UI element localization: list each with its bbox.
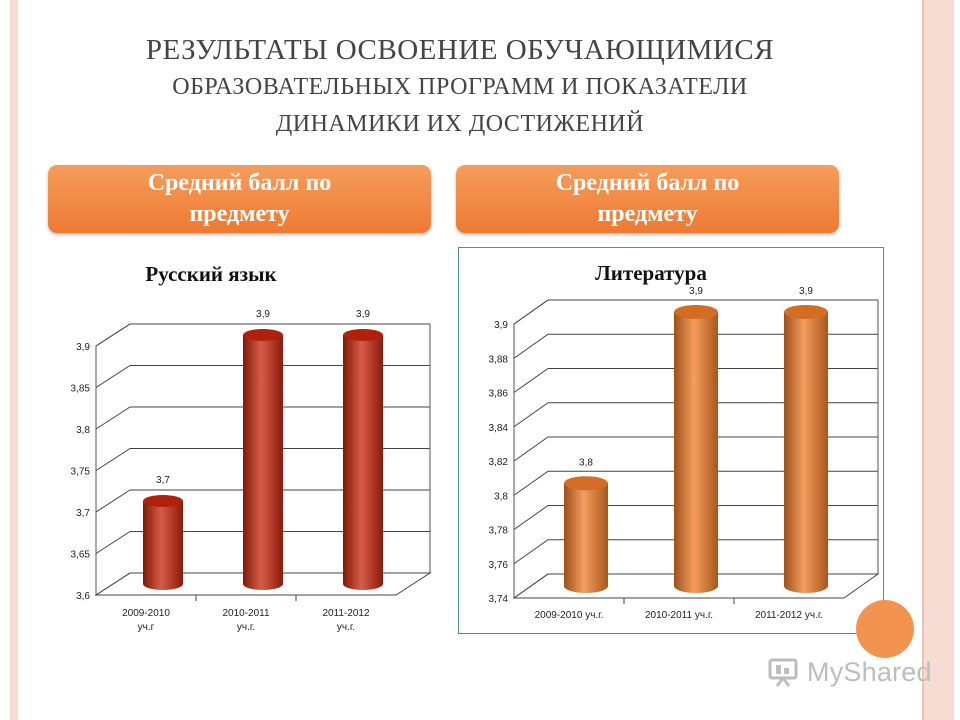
bar bbox=[674, 305, 718, 593]
chart-literature: Литература 3,74 3,76 3,78 3,8 3,82 3,84 3,86 3,… bbox=[458, 247, 884, 634]
header-box-left: Средний балл по предмету bbox=[48, 165, 431, 233]
tick-label: 3,75 bbox=[71, 467, 91, 478]
gridline bbox=[513, 368, 878, 393]
title-line-3: динамики их достижений bbox=[275, 111, 645, 137]
bar bbox=[784, 305, 828, 593]
data-label: 3,9 bbox=[356, 309, 370, 320]
category-label: 2010-2011 уч.г. bbox=[645, 610, 713, 621]
tick-label: 3,65 bbox=[71, 550, 91, 561]
gridline bbox=[95, 323, 430, 347]
tick-label: 3,78 bbox=[489, 526, 509, 537]
tick-label: 3,86 bbox=[489, 389, 509, 400]
data-label: 3,8 bbox=[579, 457, 593, 468]
title-line-1: Результаты освоение обучающимися bbox=[145, 34, 775, 66]
title-line-2: образовательных программ и показатели bbox=[172, 74, 748, 100]
tick-label: 3,6 bbox=[76, 591, 90, 602]
category-label: 2009-2010 уч.г bbox=[122, 608, 170, 633]
tick-label: 3,9 bbox=[494, 320, 508, 331]
bar bbox=[343, 329, 383, 590]
chart-svg: 3,6 3,65 3,7 3,75 3,8 3,85 3,9 3,7 2009-2010 уч.г… bbox=[71, 309, 432, 633]
gridline bbox=[513, 402, 878, 428]
gridline bbox=[513, 333, 878, 359]
gridline bbox=[95, 531, 430, 554]
category-label: 2010-2011 уч.г. bbox=[222, 608, 270, 633]
chart-title: Русский язык bbox=[145, 262, 277, 286]
tick-label: 3,8 bbox=[494, 491, 508, 502]
category-label: 2011-2012 уч.г. bbox=[322, 608, 370, 633]
tick-label: 3,7 bbox=[76, 508, 90, 519]
data-label: 3,9 bbox=[799, 286, 813, 297]
watermark-text: MyShared bbox=[807, 656, 932, 687]
gridline bbox=[95, 448, 430, 471]
gridline bbox=[513, 539, 878, 565]
gridline bbox=[513, 299, 878, 325]
category-label: 2009-2010 уч.г. bbox=[535, 610, 604, 621]
gridline bbox=[95, 406, 430, 430]
header-right-label: Средний балл по предмету bbox=[555, 170, 740, 227]
data-label: 3,9 bbox=[256, 309, 270, 320]
tick-label: 3,84 bbox=[489, 423, 509, 434]
slide-title: Результаты освоение обучающимися образов… bbox=[70, 32, 850, 143]
data-label: 3,7 bbox=[156, 475, 170, 486]
data-label: 3,9 bbox=[689, 286, 703, 297]
gridline bbox=[95, 489, 430, 513]
tick-label: 3,76 bbox=[489, 560, 509, 571]
gridline bbox=[95, 365, 430, 388]
bar bbox=[564, 476, 608, 593]
chart-russian: Русский язык 3,6 3,65 3,7 3,75 3,8 3,85 3,9 3,7… bbox=[46, 250, 436, 650]
gridline bbox=[513, 436, 878, 462]
gridline bbox=[513, 505, 878, 530]
chart-svg: 3,74 3,76 3,78 3,8 3,82 3,84 3,86 3,88 3,9 3,8 200… bbox=[489, 286, 880, 621]
header-box-right: Средний балл по предмету bbox=[456, 165, 839, 233]
slide-frame-left bbox=[10, 0, 18, 720]
tick-label: 3,82 bbox=[489, 457, 509, 468]
tick-label: 3,88 bbox=[489, 354, 509, 365]
decorative-circle bbox=[856, 600, 914, 658]
gridline bbox=[513, 470, 878, 496]
chart-title: Литература bbox=[595, 261, 707, 285]
tick-label: 3,85 bbox=[71, 384, 91, 395]
tick-label: 3,74 bbox=[489, 594, 509, 605]
slide-frame-right bbox=[922, 0, 954, 720]
tick-label: 3,9 bbox=[76, 342, 90, 353]
category-label: 2011-2012 уч.г. bbox=[755, 610, 823, 621]
watermark: MyShared bbox=[767, 656, 932, 688]
header-left-label: Средний балл по предмету bbox=[147, 170, 332, 227]
bar bbox=[143, 495, 183, 590]
presentation-icon bbox=[768, 658, 798, 687]
tick-label: 3,8 bbox=[76, 425, 90, 436]
bar bbox=[243, 329, 283, 590]
